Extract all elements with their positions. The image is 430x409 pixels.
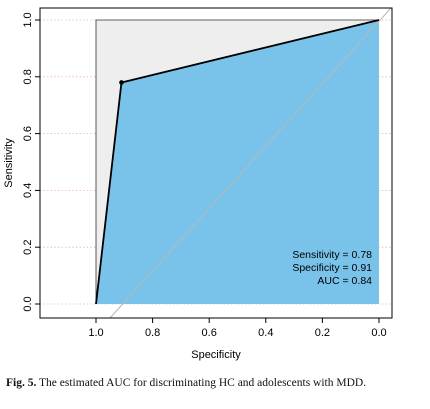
caption-text: The estimated AUC for discriminating HC … xyxy=(39,377,367,389)
x-axis-title: Specificity xyxy=(191,349,241,361)
y-tick-label-0: 0.0 xyxy=(22,296,34,311)
annotation-specificity: Specificity = 0.91 xyxy=(292,262,372,274)
roc-chart: 1.0 0.8 0.6 0.4 0.2 0.0 0.0 0.2 0.4 0.6 0.8 1.0 Sp… xyxy=(3,7,393,361)
x-tick-label-1: 0.8 xyxy=(145,327,160,339)
figure-caption: Fig. 5. The estimated AUC for discrimina… xyxy=(6,377,426,389)
y-tick-label-1: 0.2 xyxy=(22,240,34,255)
y-tick-label-4: 0.8 xyxy=(22,69,34,84)
y-axis-title: Sensitivity xyxy=(3,138,15,188)
caption-label: Fig. 5. xyxy=(6,377,37,389)
y-axis: 0.0 0.2 0.4 0.6 0.8 1.0 xyxy=(22,12,40,312)
x-tick-label-0: 1.0 xyxy=(88,327,103,339)
x-tick-label-2: 0.6 xyxy=(202,327,217,339)
annotations: Sensitivity = 0.78 Specificity = 0.91 AU… xyxy=(292,249,372,287)
x-tick-label-4: 0.2 xyxy=(315,327,330,339)
annotation-sensitivity: Sensitivity = 0.78 xyxy=(292,249,372,261)
y-tick-label-3: 0.6 xyxy=(22,126,34,141)
x-tick-label-3: 0.4 xyxy=(258,327,273,339)
x-axis: 1.0 0.8 0.6 0.4 0.2 0.0 xyxy=(88,318,387,339)
plot-box xyxy=(39,7,393,319)
annotation-auc: AUC = 0.84 xyxy=(317,275,372,287)
x-tick-label-5: 0.0 xyxy=(371,327,386,339)
chance-diagonal xyxy=(109,7,392,319)
y-tick-label-5: 1.0 xyxy=(22,12,34,27)
y-tick-label-2: 0.4 xyxy=(22,183,34,198)
threshold-point xyxy=(119,80,124,85)
auc-region xyxy=(96,20,379,304)
